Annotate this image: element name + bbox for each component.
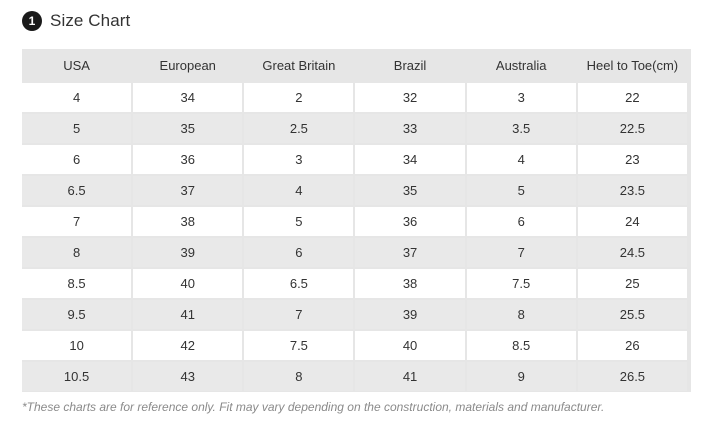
table-cell: 32 [355, 83, 465, 112]
table-cell: 39 [133, 238, 243, 267]
table-cell: 37 [133, 176, 243, 205]
table-cell: 5 [466, 176, 576, 205]
table-cell: 2.5 [244, 114, 354, 143]
table-cell: 22 [577, 83, 687, 112]
table-cell: 8 [22, 238, 132, 267]
table-cell: 5 [22, 114, 132, 143]
table-cell: 36 [355, 207, 465, 236]
column-header: Heel to Toe(cm) [577, 49, 687, 81]
table-cell: 35 [355, 176, 465, 205]
table-cell: 3 [244, 145, 354, 174]
table-header-row: USA European Great Britain Brazil Australia H… [22, 49, 687, 81]
table-row: 9.5 41 7 39 8 25.5 [22, 300, 687, 329]
table-cell: 7 [22, 207, 132, 236]
column-header: Great Britain [244, 49, 354, 81]
table-body: 4 34 2 32 3 22 5 35 2.5 33 3.5 22.5 6 36 3 34 4 23 6.5 37 4 3… [22, 83, 687, 391]
table-cell: 33 [355, 114, 465, 143]
table-cell: 6 [22, 145, 132, 174]
table-cell: 3.5 [466, 114, 576, 143]
table-cell: 39 [355, 300, 465, 329]
size-chart-table: USA European Great Britain Brazil Australia H… [20, 47, 689, 393]
table-cell: 8.5 [466, 331, 576, 360]
table-row: 10.5 43 8 41 9 26.5 [22, 362, 687, 391]
table-cell: 7 [244, 300, 354, 329]
table-cell: 23 [577, 145, 687, 174]
table-cell: 36 [133, 145, 243, 174]
table-cell: 23.5 [577, 176, 687, 205]
table-cell: 9 [466, 362, 576, 391]
table-cell: 4 [244, 176, 354, 205]
table-cell: 34 [355, 145, 465, 174]
table-cell: 6.5 [244, 269, 354, 298]
table-row: 5 35 2.5 33 3.5 22.5 [22, 114, 687, 143]
table-cell: 7.5 [244, 331, 354, 360]
table-cell: 7 [466, 238, 576, 267]
table-cell: 8 [244, 362, 354, 391]
table-cell: 41 [355, 362, 465, 391]
table-cell: 25.5 [577, 300, 687, 329]
table-cell: 22.5 [577, 114, 687, 143]
table-row: 4 34 2 32 3 22 [22, 83, 687, 112]
page-title: Size Chart [50, 11, 131, 30]
table-cell: 40 [133, 269, 243, 298]
table-cell: 37 [355, 238, 465, 267]
step-number-badge: 1 [22, 11, 42, 31]
table-row: 10 42 7.5 40 8.5 26 [22, 331, 687, 360]
table-cell: 41 [133, 300, 243, 329]
table-row: 6.5 37 4 35 5 23.5 [22, 176, 687, 205]
table-row: 7 38 5 36 6 24 [22, 207, 687, 236]
table-cell: 35 [133, 114, 243, 143]
table-cell: 2 [244, 83, 354, 112]
table-row: 8.5 40 6.5 38 7.5 25 [22, 269, 687, 298]
table-cell: 34 [133, 83, 243, 112]
table-cell: 38 [133, 207, 243, 236]
column-header: Australia [466, 49, 576, 81]
table-cell: 8.5 [22, 269, 132, 298]
table-cell: 10.5 [22, 362, 132, 391]
table-cell: 43 [133, 362, 243, 391]
table-row: 8 39 6 37 7 24.5 [22, 238, 687, 267]
table-cell: 4 [22, 83, 132, 112]
table-header: USA European Great Britain Brazil Australia H… [22, 49, 687, 81]
table-cell: 6 [466, 207, 576, 236]
table-cell: 10 [22, 331, 132, 360]
table-cell: 24.5 [577, 238, 687, 267]
table-cell: 24 [577, 207, 687, 236]
table-cell: 7.5 [466, 269, 576, 298]
table-cell: 6 [244, 238, 354, 267]
table-cell: 9.5 [22, 300, 132, 329]
table-cell: 26.5 [577, 362, 687, 391]
column-header: Brazil [355, 49, 465, 81]
table-cell: 4 [466, 145, 576, 174]
table-cell: 25 [577, 269, 687, 298]
table-cell: 8 [466, 300, 576, 329]
column-header: European [133, 49, 243, 81]
table-cell: 38 [355, 269, 465, 298]
disclaimer-note: *These charts are for reference only. Fi… [22, 400, 605, 414]
table-cell: 40 [355, 331, 465, 360]
table-cell: 6.5 [22, 176, 132, 205]
table-cell: 26 [577, 331, 687, 360]
table-row: 6 36 3 34 4 23 [22, 145, 687, 174]
table-cell: 3 [466, 83, 576, 112]
table-cell: 5 [244, 207, 354, 236]
section-header: 1 Size Chart [22, 9, 130, 33]
column-header: USA [22, 49, 132, 81]
table-cell: 42 [133, 331, 243, 360]
